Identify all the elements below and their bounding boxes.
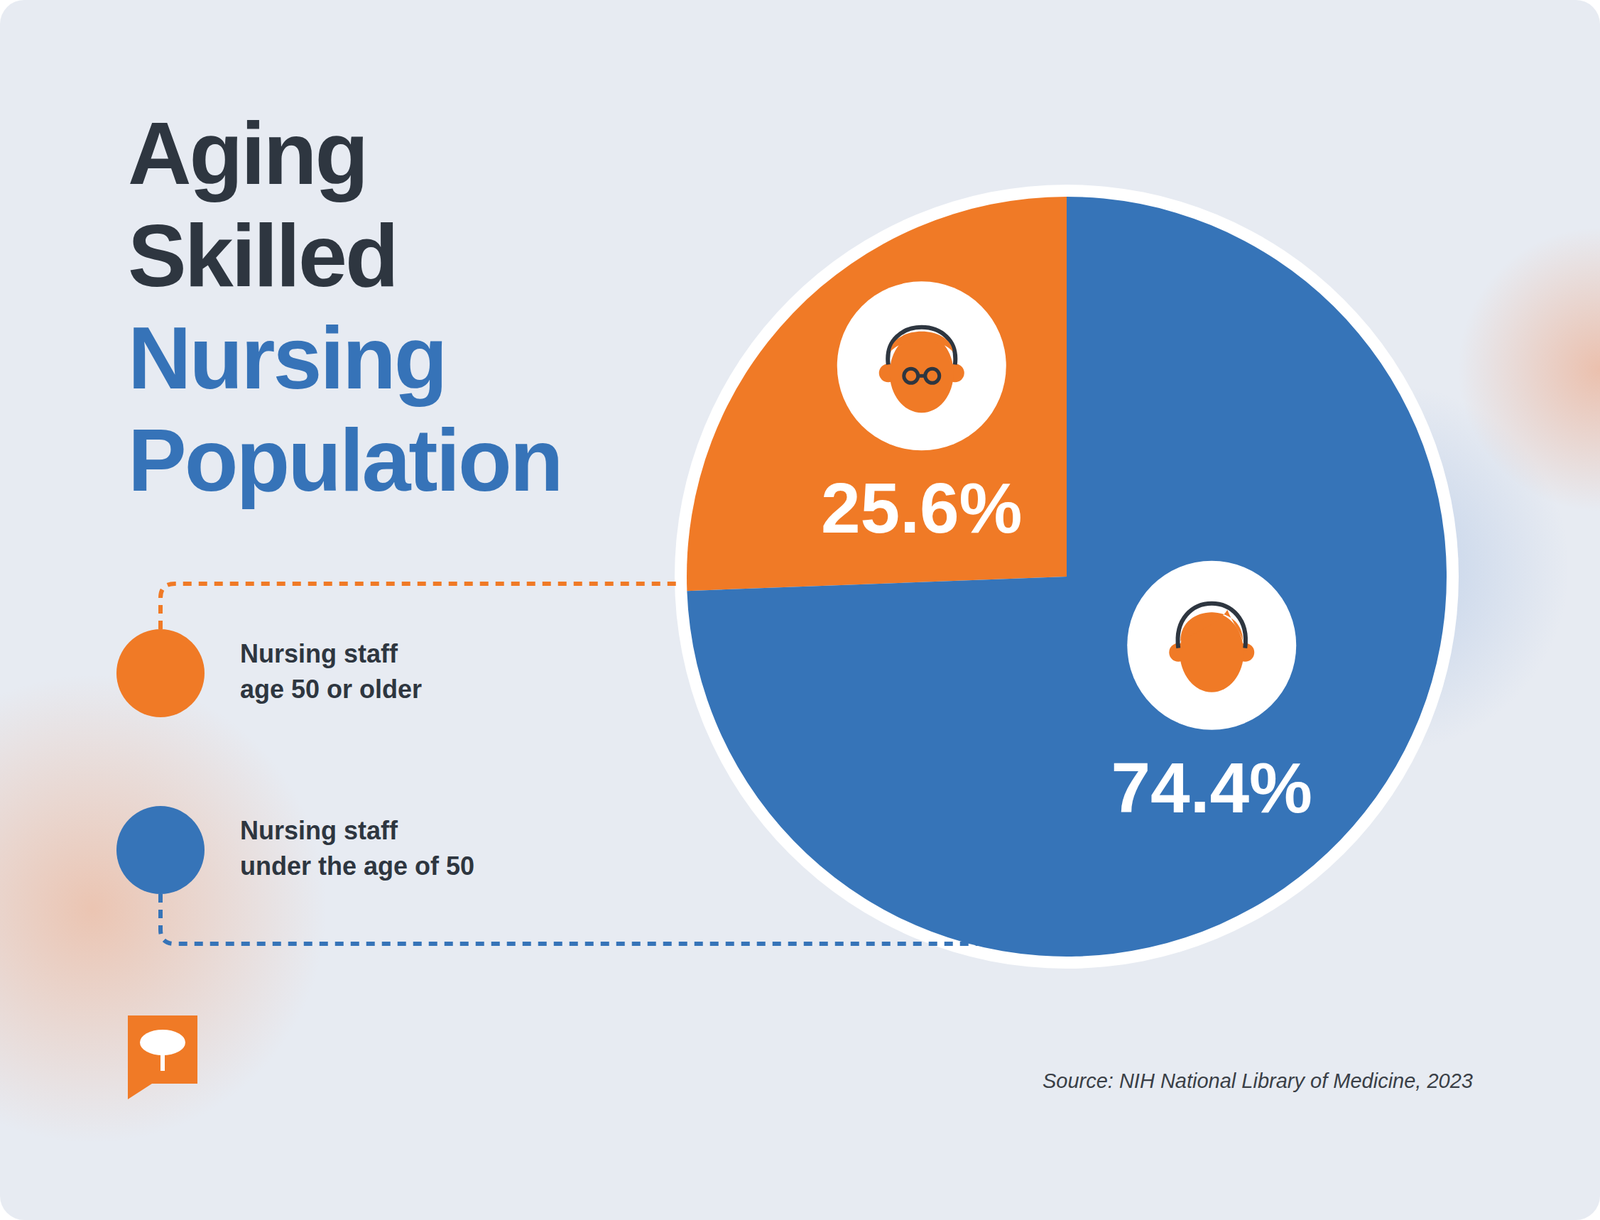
html-text:age 50 or older: age 50 or older (240, 674, 422, 704)
html-text:Nursing staff: Nursing staff (240, 639, 398, 669)
html-text:under the age of 50: under the age of 50 (240, 851, 475, 881)
html-text:Skilled: Skilled (127, 206, 397, 305)
html-text:Source: NIH National Library o: Source: NIH National Library of Medicine… (1042, 1069, 1473, 1093)
html-text:Nursing: Nursing (127, 308, 446, 407)
html-text:Aging: Aging (127, 104, 367, 203)
svg-text:25.6%: 25.6% (820, 467, 1023, 548)
html-text:Nursing staff: Nursing staff (240, 815, 398, 846)
html-text:Population: Population (127, 411, 562, 510)
svg-text:74.4%: 74.4% (1110, 747, 1313, 828)
